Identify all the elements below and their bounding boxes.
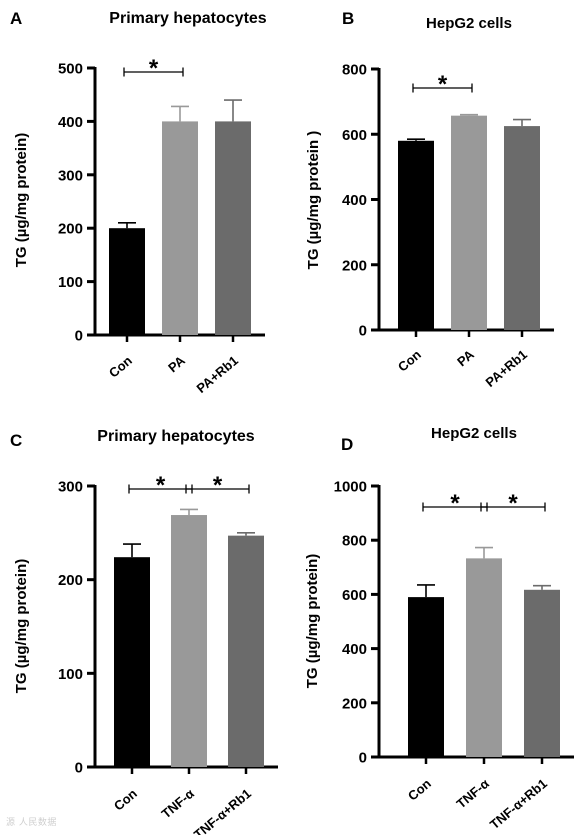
chart-title: Primary hepatocytes	[109, 10, 267, 27]
y-tick-label: 0	[75, 760, 83, 777]
y-axis-label: TG (µg/mg protein)	[304, 554, 321, 688]
bar-2	[215, 121, 251, 336]
y-tick-label: 0	[359, 750, 367, 767]
y-tick-label: 200	[58, 221, 83, 238]
chart-title: Primary hepatocytes	[97, 428, 255, 445]
category-label: TNF-α+Rb1	[191, 786, 254, 835]
bar-0	[114, 557, 150, 767]
y-axis-label: TG (µg/mg protein )	[305, 131, 322, 270]
bar-2	[524, 589, 560, 757]
y-tick-label: 200	[342, 695, 367, 712]
panel-d: D HepG2 cells TG (µg/mg protein) 0 200 400 600…	[304, 425, 574, 832]
y-tick-label: 600	[342, 127, 367, 144]
y-axis-label: TG (µg/mg protein)	[13, 559, 30, 693]
y-tick-label: 300	[58, 167, 83, 184]
y-tick-label: 100	[58, 666, 83, 683]
y-tick-label: 300	[58, 479, 83, 496]
panel-a: A Primary hepatocytes TG (µg/mg protein) 0 1…	[10, 9, 267, 396]
y-tick-label: 0	[359, 323, 367, 340]
y-axis-label: TG (µg/mg protein)	[13, 133, 30, 267]
y-tick-label: 200	[342, 257, 367, 274]
category-label: TNF-α	[453, 776, 491, 812]
category-label: PA+Rb1	[194, 353, 241, 396]
category-label: Con	[111, 786, 140, 814]
panel-letter: D	[341, 435, 353, 454]
category-label: PA	[454, 346, 477, 369]
y-tick-label: 500	[58, 61, 83, 78]
panel-b: B HepG2 cells TG (µg/mg protein ) 0 200 400 60…	[305, 9, 554, 390]
significance-star: *	[508, 490, 518, 517]
bar-0	[408, 597, 444, 757]
bar-1	[162, 121, 198, 336]
y-tick-label: 800	[342, 533, 367, 550]
bar-1	[451, 115, 487, 330]
panel-c: C Primary hepatocytes TG (µg/mg protein) 0 1…	[10, 428, 278, 835]
bar-0	[398, 140, 434, 330]
category-label: Con	[395, 347, 424, 375]
chart-title: HepG2 cells	[431, 425, 517, 442]
significance-star: *	[149, 55, 159, 82]
bar-1	[466, 558, 502, 757]
y-tick-label: 200	[58, 572, 83, 589]
y-tick-label: 0	[75, 328, 83, 345]
watermark-text: 源 人民数据	[6, 818, 57, 828]
y-tick-label: 1000	[334, 479, 367, 496]
y-tick-label: 400	[342, 192, 367, 209]
significance-star: *	[213, 472, 223, 499]
bar-1	[171, 515, 207, 767]
category-label: Con	[106, 353, 135, 381]
y-tick-label: 400	[342, 641, 367, 658]
category-label: PA+Rb1	[483, 347, 530, 390]
y-tick-label: 100	[58, 274, 83, 291]
bar-2	[228, 535, 264, 767]
chart-title: HepG2 cells	[426, 15, 512, 32]
category-label: TNF-α+Rb1	[487, 776, 550, 832]
significance-star: *	[156, 472, 166, 499]
y-tick-label: 800	[342, 62, 367, 79]
significance-star: *	[450, 490, 460, 517]
bar-0	[109, 228, 145, 335]
significance-star: *	[438, 71, 448, 98]
panel-letter: B	[342, 9, 354, 28]
y-tick-label: 600	[342, 587, 367, 604]
bar-2	[504, 126, 540, 330]
y-tick-label: 400	[58, 114, 83, 131]
panel-letter: C	[10, 431, 22, 450]
category-label: Con	[405, 776, 434, 804]
panel-letter: A	[10, 9, 22, 28]
category-label: PA	[165, 352, 188, 375]
category-label: TNF-α	[158, 786, 196, 822]
